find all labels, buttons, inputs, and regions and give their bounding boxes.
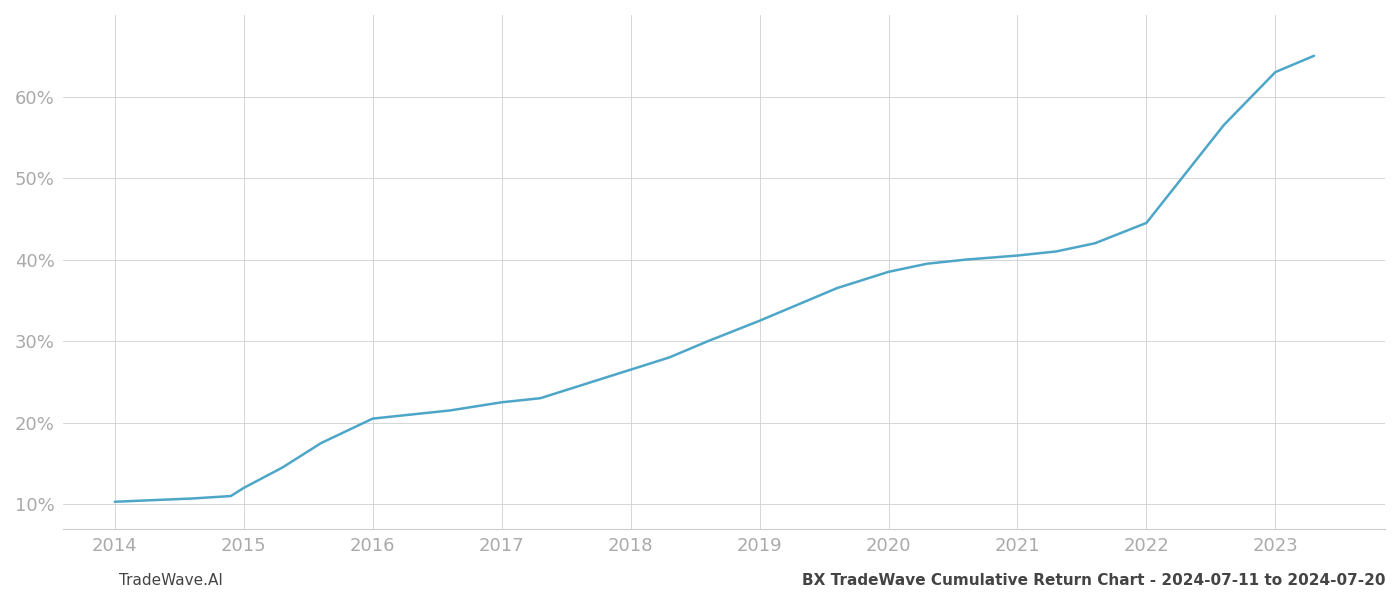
Text: BX TradeWave Cumulative Return Chart - 2024-07-11 to 2024-07-20: BX TradeWave Cumulative Return Chart - 2… (802, 573, 1386, 588)
Text: TradeWave.AI: TradeWave.AI (119, 573, 223, 588)
